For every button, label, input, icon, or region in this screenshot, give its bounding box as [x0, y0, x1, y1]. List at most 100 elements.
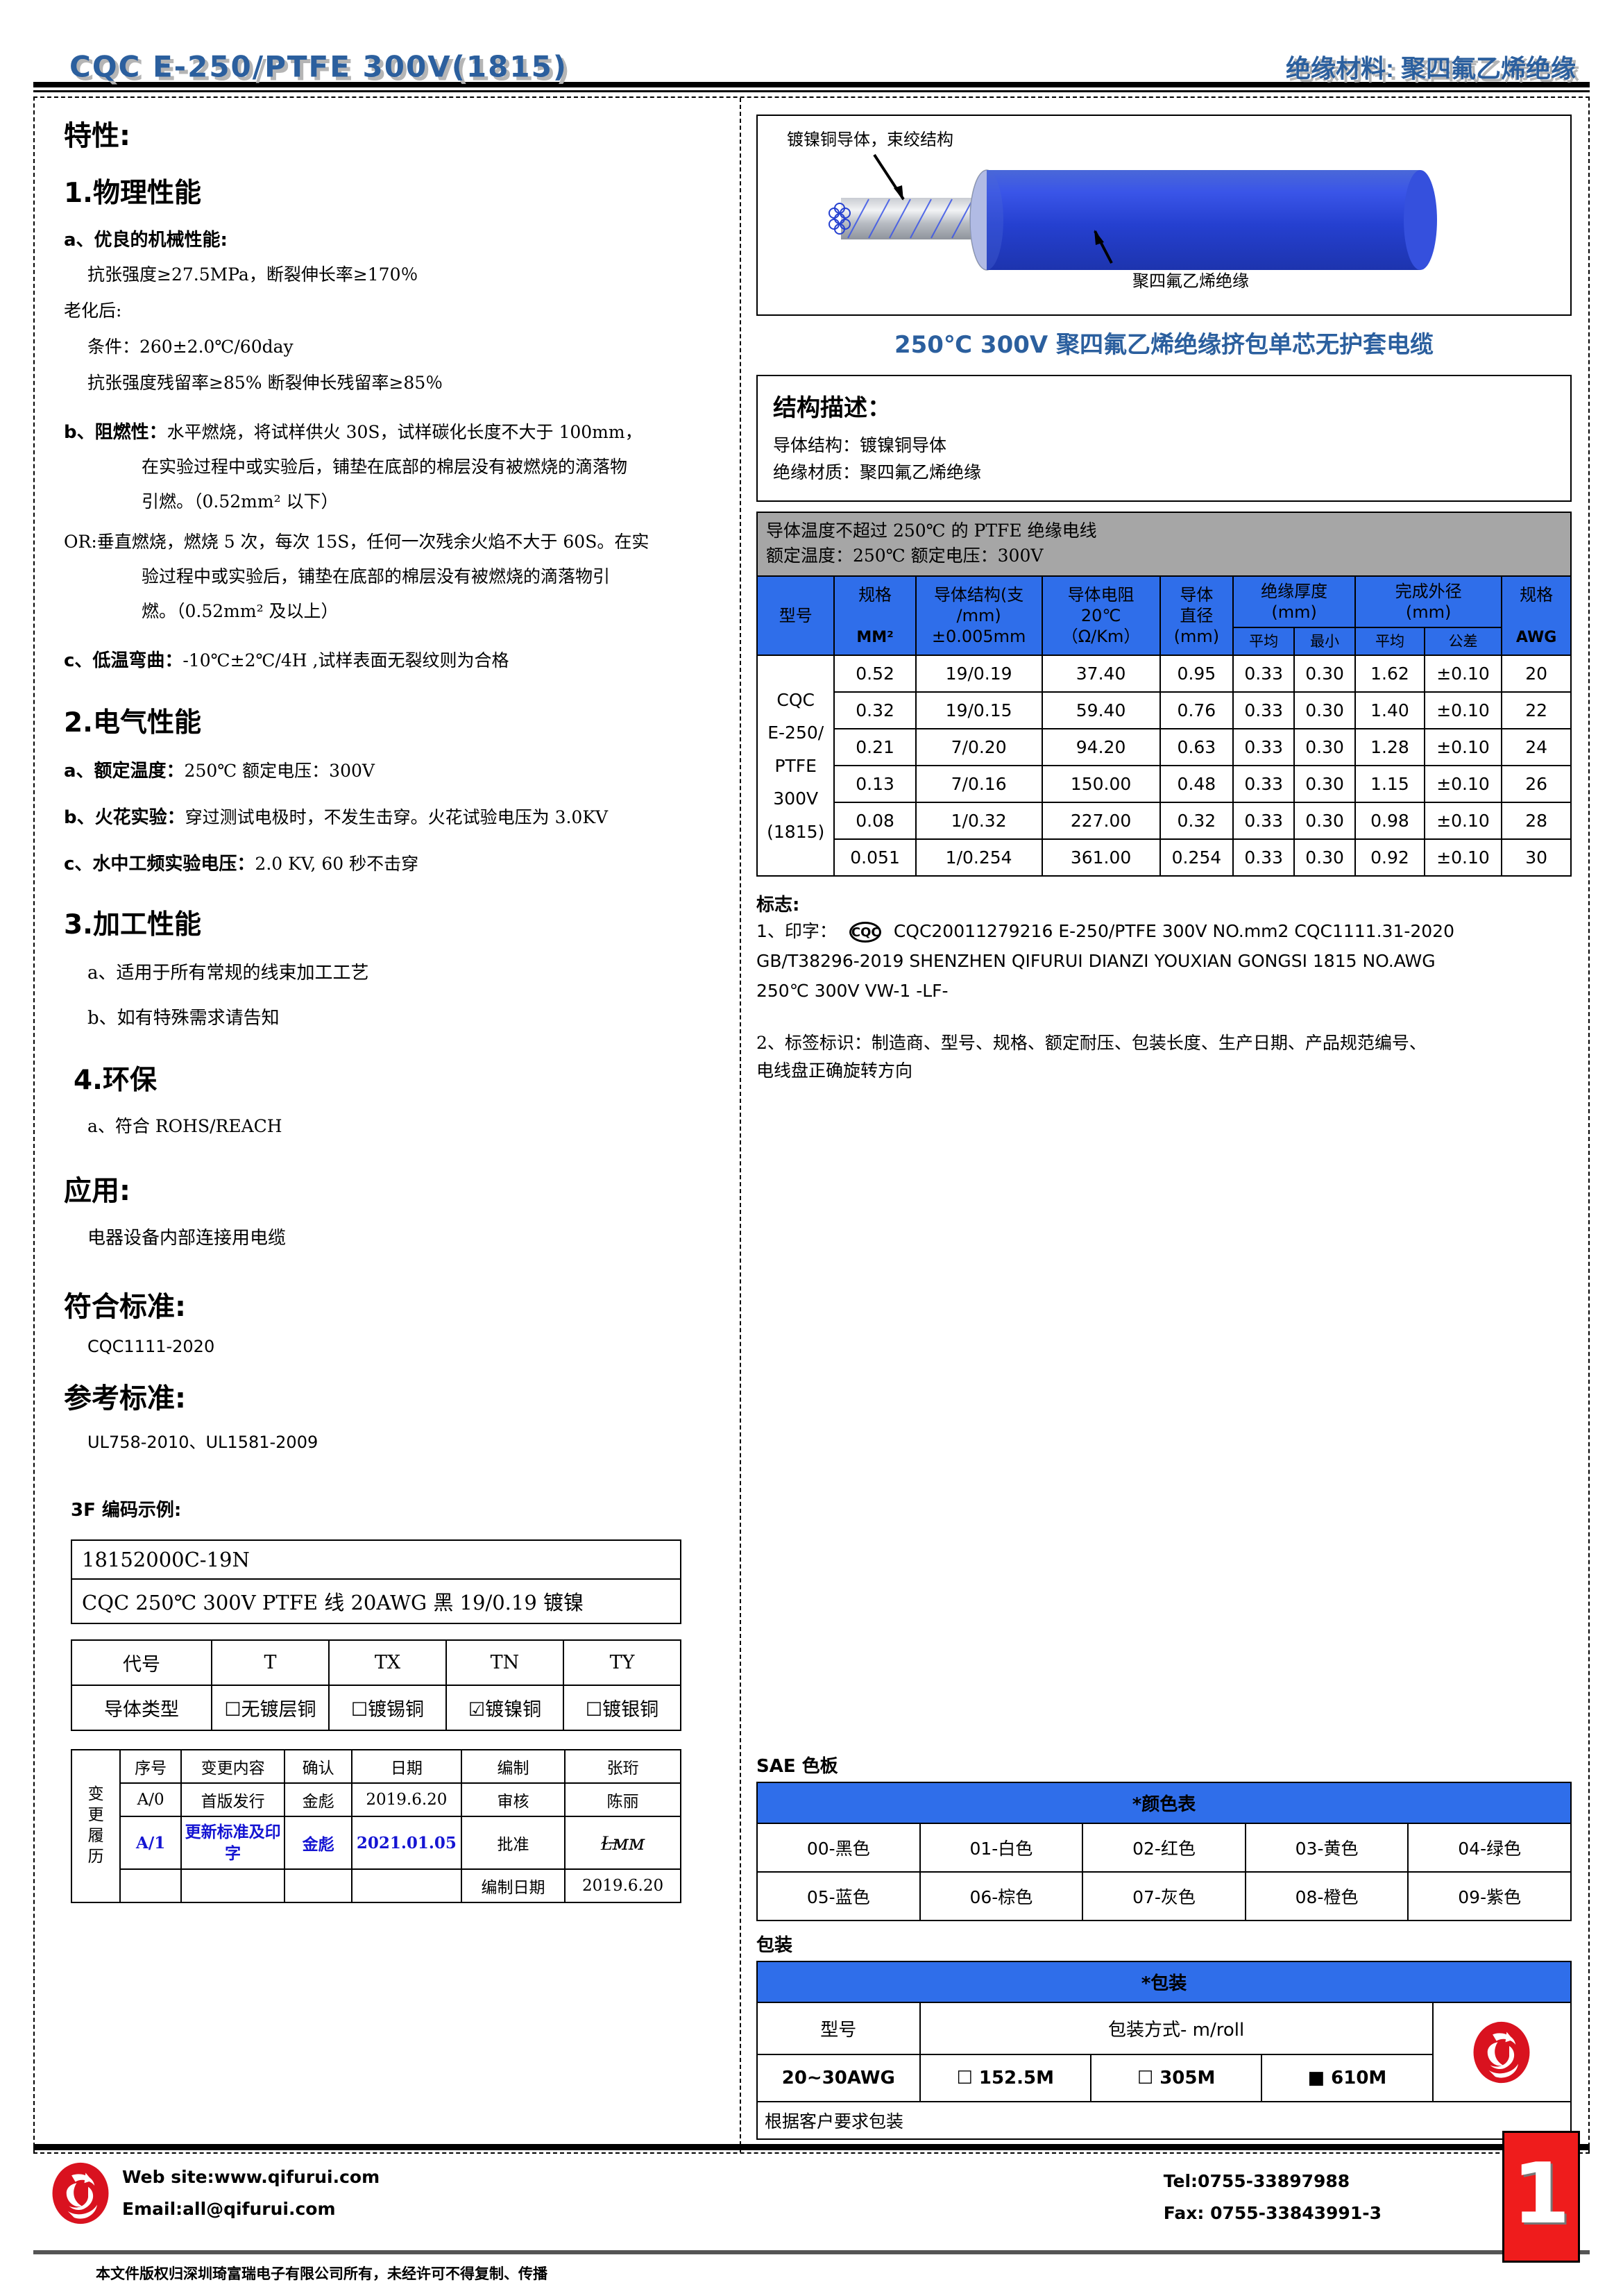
item-2b: b、火花实验：穿过测试电极时，不发生击穿。火花试验电压为 3.0KV	[64, 803, 720, 829]
table-row: 导体类型 ☐无镀层铜 ☐镀锡铜 ☑镀镍铜 ☐镀银铜	[71, 1685, 682, 1731]
checkbox-filled-icon[interactable]: ■	[1307, 2068, 1325, 2088]
section-1-heading: 1.物理性能	[64, 178, 201, 209]
cell-mm2: 0.21	[833, 728, 917, 767]
footer-tel: Tel:0755-33897988	[1163, 2171, 1350, 2191]
features-heading: 特性:	[64, 120, 130, 152]
cell-ins-min: 0.30	[1293, 802, 1357, 841]
cell-mm2: 0.52	[833, 655, 917, 693]
packaging-title: *包装	[756, 1961, 1572, 2003]
cell-awg: 22	[1501, 691, 1572, 730]
footer-website[interactable]: Web site:www.qifurui.com	[122, 2167, 380, 2187]
item-2a: a、额定温度：250℃ 额定电压：300V	[64, 757, 720, 782]
cell-ins-min: 0.30	[1293, 691, 1357, 730]
marking-label-line1: 2、标签标识：制造商、型号、规格、额定耐压、包装长度、生产日期、产品规范编号、	[756, 1033, 1427, 1054]
role-prepared-date-label: 编制日期	[460, 1868, 566, 1904]
table-row: CQC E-250/ PTFE 300V (1815) 0.52 19/0.19…	[756, 655, 1572, 877]
item-1c-text: -10℃±2℃/4H ,试样表面无裂纹则为合格	[182, 650, 509, 670]
cell-resistance: 59.40	[1041, 691, 1161, 730]
section-2-heading: 2.电气性能	[64, 707, 201, 738]
revision-history-table: 变更履历 序号 变更内容 确认 日期 编制 张珩 A/0 首版发行 金彪 201…	[70, 1748, 681, 1904]
col-diameter-l2: 直径	[1180, 606, 1214, 626]
checkbox-icon[interactable]: ☐	[350, 1699, 368, 1721]
table-row: 0.32 19/0.15 59.40 0.76 0.33 0.30 1.40 ±…	[757, 691, 1572, 730]
conductor-type-label: 导体类型	[71, 1685, 212, 1731]
item-1or-line2: 验过程中或实验后，铺垫在底部的棉层没有被燃烧的滴落物引	[142, 566, 611, 586]
structure-description-heading: 结构描述：	[773, 394, 891, 422]
structure-insulation: 绝缘材质：聚四氟乙烯绝缘	[773, 462, 982, 482]
packaging-note: 根据客户要求包装	[756, 2101, 1572, 2140]
cell-resistance: 94.20	[1041, 728, 1161, 767]
checkbox-icon[interactable]: ☐	[224, 1699, 241, 1721]
col-resistance: 导体电阻 20℃ （Ω/Km）	[1041, 575, 1161, 657]
checkbox-option-plain-copper[interactable]: ☐无镀层铜	[210, 1685, 330, 1731]
cell-od-tol: ±0.10	[1423, 765, 1503, 804]
item-1a-label: a、优良的机械性能:	[64, 230, 228, 251]
cell-construction: 7/0.16	[915, 765, 1043, 804]
col-od-tol: 公差	[1423, 626, 1503, 657]
col-header-content: 变更内容	[180, 1749, 286, 1784]
checkbox-icon[interactable]: ☐	[585, 1699, 603, 1721]
structure-conductor: 导体结构：镀镍铜导体	[773, 435, 947, 455]
col-size-mm2: 规格 MM²	[833, 575, 917, 657]
color-table-title: *颜色表	[756, 1782, 1572, 1824]
role-approved-label: 批准	[460, 1815, 566, 1871]
cell-construction: 1/0.32	[915, 802, 1043, 841]
cell-od-tol: ±0.10	[1423, 802, 1503, 841]
table-subheader-row: 平均 最小 平均 公差	[757, 626, 1571, 657]
packaging-model-header: 型号	[756, 2002, 921, 2055]
checkbox-option-silver-copper[interactable]: ☐镀银铜	[562, 1685, 682, 1731]
color-03: 03-黄色	[1244, 1823, 1409, 1873]
checkbox-option-nickel-copper[interactable]: ☑镀镍铜	[445, 1685, 564, 1731]
packaging-option-152[interactable]: ☐ 152.5M	[919, 2054, 1091, 2102]
role-reviewed-name: 陈丽	[564, 1782, 681, 1817]
item-1or-label: OR:	[64, 532, 97, 552]
checkbox-option-tinned-copper[interactable]: ☐镀锡铜	[328, 1685, 447, 1731]
checkbox-label: 镀银铜	[602, 1699, 659, 1721]
table-row: 05-蓝色 06-棕色 07-灰色 08-橙色 09-紫色	[756, 1871, 1572, 1921]
col-resistance-l1: 导体电阻	[1067, 585, 1135, 605]
item-1c-label: c、低温弯曲：	[64, 650, 183, 671]
cell-od-avg: 1.15	[1354, 765, 1425, 804]
table-row: 型号 包装方式- m/roll	[756, 2002, 1572, 2102]
footer-email[interactable]: Email:all@qifurui.com	[122, 2199, 336, 2220]
item-1c: c、低温弯曲：-10℃±2℃/4H ,试样表面无裂纹则为合格	[64, 646, 720, 672]
cell-ins-avg: 0.33	[1232, 691, 1295, 730]
color-07: 07-灰色	[1082, 1871, 1246, 1921]
packaging-option-610[interactable]: ■ 610M	[1261, 2054, 1434, 2102]
aging-condition: 条件：260±2.0℃/60day	[87, 337, 294, 357]
cell-diameter: 0.63	[1159, 728, 1234, 767]
page-footer: Web site:www.qifurui.com Email:all@qifur…	[33, 2131, 1590, 2284]
col-construction-l2: /mm)	[956, 606, 1001, 626]
item-2b-text: 穿过测试电极时，不发生击穿。火花试验电压为 3.0KV	[185, 807, 609, 827]
conductor-type-table: 代号 T TX TN TY 导体类型 ☐无镀层铜 ☐镀锡铜	[71, 1639, 682, 1731]
cell-diameter: 0.76	[1159, 691, 1234, 730]
cell-od-tol: ±0.10	[1423, 655, 1503, 693]
insulation-callout-label: 聚四氟乙烯绝缘	[1132, 271, 1249, 291]
item-1b: b、阻燃性：水平燃烧，将试样供火 30S，试样碳化长度不大于 100mm，	[64, 418, 720, 444]
rev-0-content: 首版发行	[180, 1782, 286, 1817]
table-row: A/1 更新标准及印字 金彪 2021.01.05 批准 Ɫ̶ᴍᴍ	[71, 1815, 681, 1871]
checkbox-icon[interactable]: ☐	[956, 2068, 973, 2088]
rev-1-no: A/1	[119, 1815, 182, 1871]
reference-standard-heading: 参考标准:	[64, 1383, 186, 1415]
col-resistance-l3: （Ω/Km）	[1061, 627, 1141, 647]
col-outer-dia-l1: 完成外径	[1395, 582, 1462, 601]
checkbox-icon[interactable]: ☐	[1137, 2068, 1154, 2088]
col-ins-thickness-l2: (mm)	[1271, 602, 1317, 622]
cell-construction: 19/0.19	[915, 655, 1043, 693]
model-line-1: E-250/	[767, 723, 824, 743]
col-outer-diameter: 完成外径 (mm)	[1354, 575, 1503, 628]
checkbox-checked-icon[interactable]: ☑	[468, 1699, 486, 1721]
model-line-4: (1815)	[767, 821, 825, 842]
col-header-confirm: 确认	[284, 1749, 352, 1784]
cell-mm2: 0.13	[833, 765, 917, 804]
rev-blank-confirm	[284, 1868, 352, 1904]
coding-example-code: 18152000C-19N	[71, 1539, 681, 1580]
color-00: 00-黑色	[756, 1823, 921, 1873]
color-04: 04-绿色	[1407, 1823, 1572, 1873]
cell-od-avg: 1.28	[1354, 728, 1425, 767]
packaging-option-305[interactable]: ☐ 305M	[1089, 2054, 1263, 2102]
cell-awg: 24	[1501, 728, 1572, 767]
cell-od-tol: ±0.10	[1423, 691, 1503, 730]
qifurui-logo-icon	[1473, 2021, 1530, 2083]
